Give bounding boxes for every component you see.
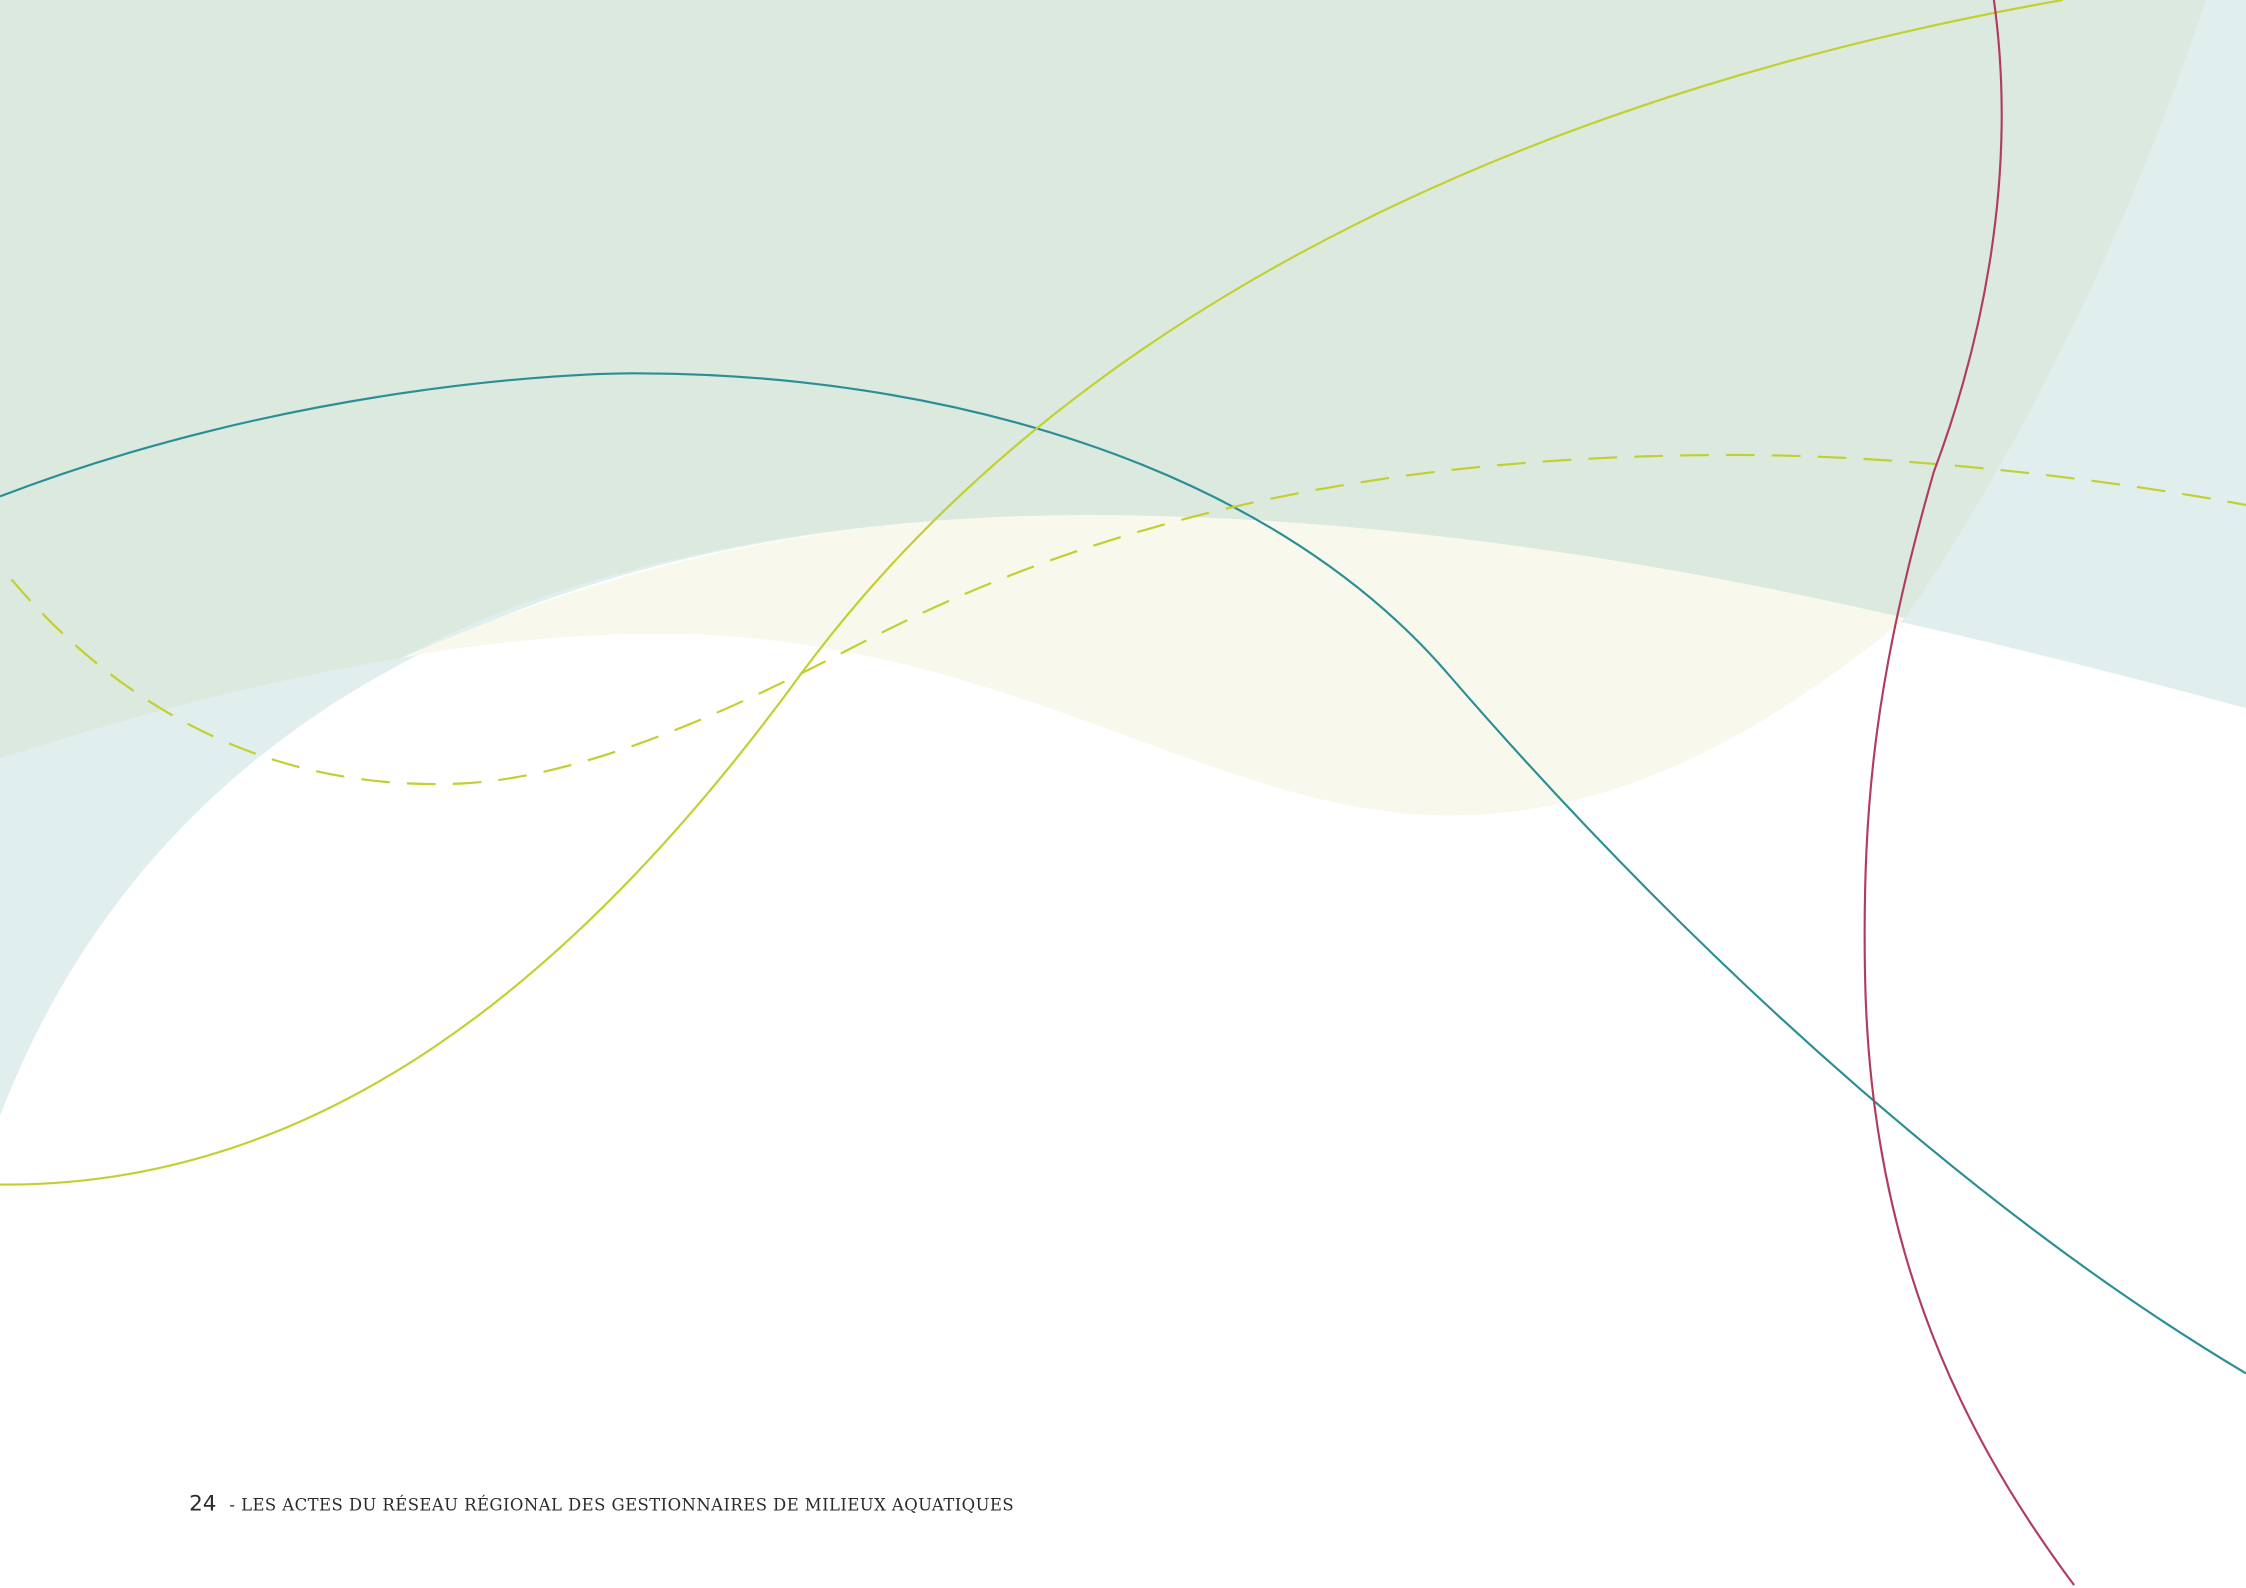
teal-line <box>0 372 2246 1375</box>
green-shape <box>0 0 2206 759</box>
dashed-line <box>10 453 2246 786</box>
footer-text: - LES ACTES DU RÉSEAU RÉGIONAL DES GESTI… <box>229 1495 1014 1515</box>
green-line <box>0 0 2063 1186</box>
footer: 24 - LES ACTES DU RÉSEAU RÉGIONAL DES GE… <box>189 1491 1014 1517</box>
magenta-line <box>1863 0 2075 1586</box>
yellow-shape <box>401 515 1906 816</box>
page-number: 24 <box>189 1492 216 1517</box>
